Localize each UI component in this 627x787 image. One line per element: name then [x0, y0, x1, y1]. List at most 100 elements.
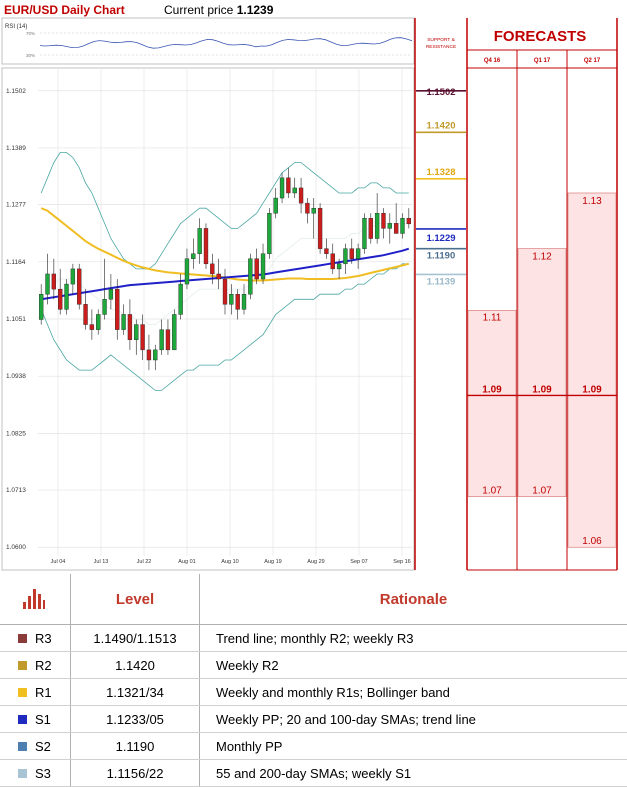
candle-body [191, 254, 195, 259]
y-tick-label: 1.1051 [6, 316, 26, 323]
sr-header-line1: SUPPORT & [427, 37, 455, 43]
candle-body [172, 314, 176, 349]
x-tick-label: Aug 19 [264, 559, 281, 565]
candle-body [388, 223, 392, 228]
forecast-title: FORECASTS [494, 28, 587, 45]
y-tick-label: 1.1502 [6, 88, 26, 95]
x-tick-label: Jul 04 [51, 559, 66, 565]
candle-body [299, 188, 303, 203]
candle [267, 208, 271, 259]
sr-label: 1.1190 [427, 251, 456, 262]
forecast-band [468, 310, 516, 496]
candle [318, 203, 322, 254]
candle-body [356, 249, 360, 259]
sr-label: 1.1328 [426, 167, 455, 178]
candle-body [52, 274, 56, 289]
candle-body [46, 274, 50, 294]
sr-label: 1.1229 [426, 233, 455, 244]
candle-body [331, 254, 335, 269]
candle-body [343, 249, 347, 264]
forecast-band [568, 193, 616, 547]
candle [172, 309, 176, 349]
y-tick-label: 1.1389 [6, 145, 26, 152]
chart-canvas: RSI (14) 70% 30% 1.1502 1.1389 1.1277 1.116… [0, 0, 627, 574]
level-name: S2 [0, 733, 71, 760]
level-swatch [18, 661, 27, 670]
candle-body [293, 188, 297, 193]
candle [65, 279, 69, 314]
level-swatch [18, 688, 27, 697]
level-value: 1.1190 [71, 733, 200, 760]
candle-body [401, 218, 405, 233]
candle-body [185, 259, 189, 284]
candle-body [312, 208, 316, 213]
candle-body [198, 228, 202, 253]
candle-body [179, 284, 183, 314]
forecast-band [518, 249, 566, 497]
sr-label: 1.1502 [426, 87, 455, 98]
x-tick-label: Sep 16 [393, 559, 410, 565]
candle [362, 213, 366, 253]
candle-body [394, 223, 398, 233]
candle-body [274, 198, 278, 213]
candle-body [122, 314, 126, 329]
candle-body [280, 178, 284, 198]
candle-body [147, 350, 151, 360]
y-tick-label: 1.0825 [6, 430, 26, 437]
candle-body [229, 294, 233, 304]
level-name: S3 [0, 760, 71, 787]
forecast-label: 1.09 [582, 384, 602, 395]
forecast-label: 1.06 [582, 536, 602, 547]
level-swatch [18, 742, 27, 751]
candle-body [350, 249, 354, 259]
y-tick-label: 1.0600 [6, 544, 26, 551]
candle-body [382, 213, 386, 228]
candle-body [166, 330, 170, 350]
rsi-panel: RSI (14) 70% 30% [2, 18, 414, 64]
level-name-text: S2 [35, 739, 51, 754]
level-header: Level [71, 574, 200, 625]
candle-body [318, 208, 322, 248]
x-tick-label: Jul 22 [137, 559, 152, 565]
forecast-bands: 1.111.091.071.121.091.071.131.091.06 [467, 193, 617, 547]
candle [204, 223, 208, 269]
level-rationale: Weekly and monthly R1s; Bollinger band [200, 679, 627, 706]
rsi-30-label: 30% [26, 53, 35, 58]
x-tick-label: Sep 07 [350, 559, 367, 565]
y-tick-label: 1.1164 [6, 259, 26, 266]
level-swatch [18, 634, 27, 643]
y-tick-label: 1.1277 [6, 202, 26, 209]
candle-body [96, 314, 100, 329]
rsi-frame [2, 18, 414, 64]
candle-body [210, 264, 214, 274]
candle-body [65, 284, 69, 309]
forecast-label: 1.07 [532, 486, 552, 497]
level-swatch [18, 769, 27, 778]
forecast-label: 1.07 [482, 486, 502, 497]
rationale-header: Rationale [200, 574, 627, 625]
candle-body [39, 294, 43, 319]
level-name: R3 [0, 625, 71, 652]
candle-body [407, 218, 411, 224]
candle-body [242, 294, 246, 309]
x-tick-label: Aug 01 [178, 559, 195, 565]
level-rationale: Weekly R2 [200, 652, 627, 679]
rsi-70-label: 70% [26, 31, 35, 36]
level-rationale: Weekly PP; 20 and 100-day SMAs; trend li… [200, 706, 627, 733]
level-value: 1.1156/22 [71, 760, 200, 787]
candle-body [103, 299, 107, 314]
level-name-text: S1 [35, 712, 51, 727]
sr-header-line2: RESISTANCE [426, 44, 456, 50]
candle-body [267, 213, 271, 253]
forecast-label: 1.09 [482, 384, 502, 395]
level-name-text: R1 [35, 685, 52, 700]
forecast-panel: FORECASTS Q4 16 Q1 17 Q2 17 1.111.091.07… [467, 18, 617, 570]
level-swatch [18, 715, 27, 724]
level-value: 1.1321/34 [71, 679, 200, 706]
candle-body [255, 259, 259, 279]
x-tick-label: Aug 29 [307, 559, 324, 565]
